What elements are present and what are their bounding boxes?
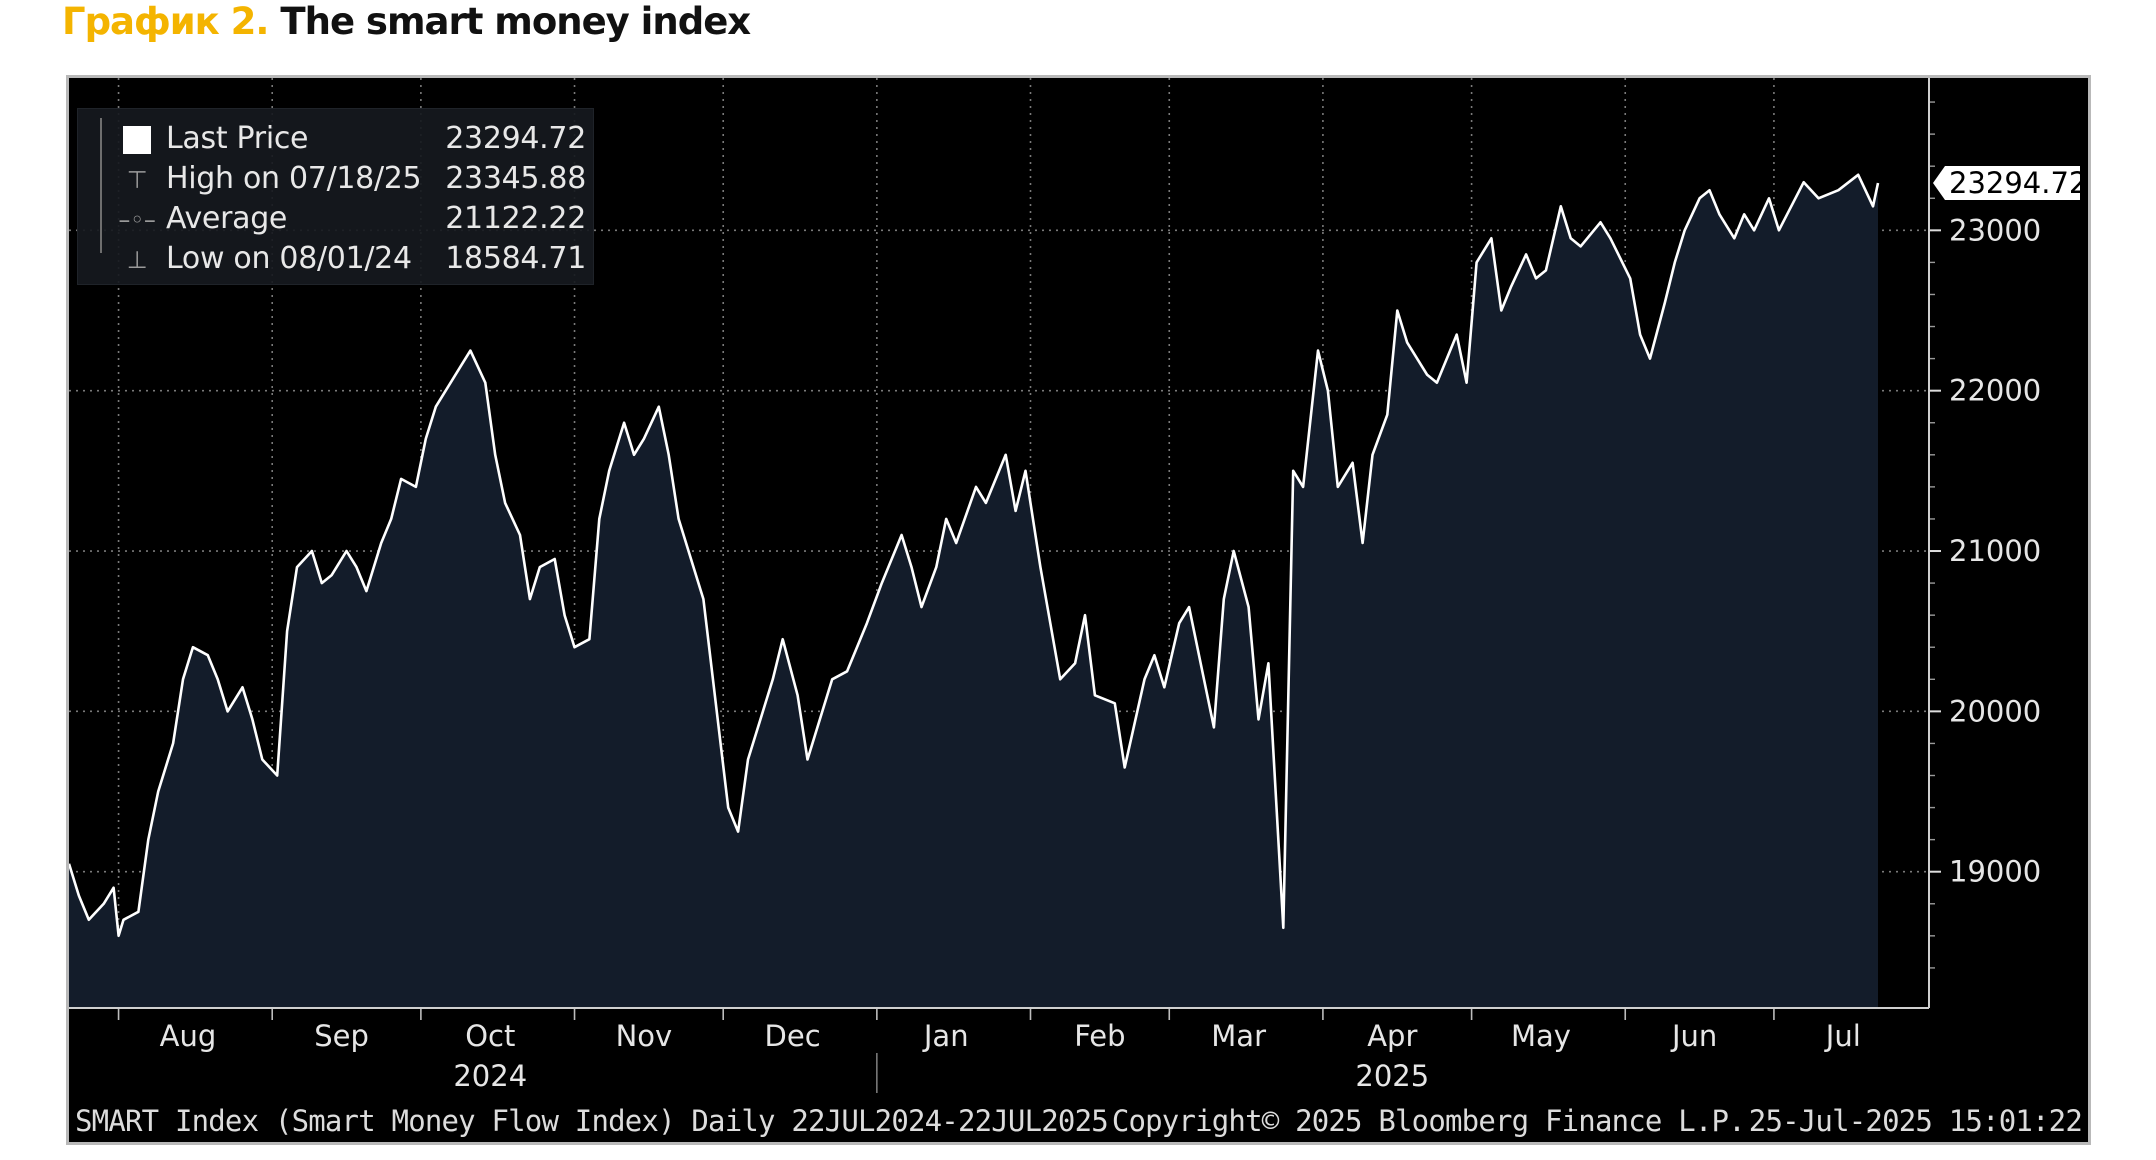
last-price-tag: 23294.72	[1933, 166, 2087, 201]
footer-series-info: SMART Index (Smart Money Flow Index) Dai…	[75, 1104, 1109, 1138]
chart-svg: 19000 20000 21000 22000 23000 Aug Sep Oct Nov Dec…	[69, 78, 2088, 1142]
x-month-label: Jul	[1824, 1019, 1861, 1053]
legend-value: 18584.71	[445, 241, 586, 276]
x-month-label: Aug	[160, 1019, 217, 1053]
legend-label: Last Price	[166, 121, 309, 156]
footer-copyright: Copyright© 2025 Bloomberg Finance L.P.	[1111, 1104, 1746, 1138]
y-tick-label: 22000	[1949, 374, 2041, 408]
legend-tree-line	[100, 118, 118, 253]
average-marker-icon: –◦–	[118, 206, 156, 234]
last-price-tag-background	[1933, 166, 2080, 201]
x-year-label: 2024	[453, 1059, 527, 1093]
legend-value: 23294.72	[445, 121, 586, 156]
x-month-label: Nov	[616, 1019, 673, 1053]
x-year-label: 2025	[1355, 1059, 1429, 1093]
high-marker-icon: ⊤	[126, 166, 148, 194]
last-price-tag-label: 23294.72	[1949, 166, 2087, 200]
y-tick-label: 19000	[1949, 855, 2041, 889]
page-title: График 2. The smart money index	[62, 0, 751, 48]
legend-value: 21122.22	[445, 201, 586, 236]
price-line	[69, 173, 1880, 938]
chart-footer: SMART Index (Smart Money Flow Index) Dai…	[75, 1102, 2083, 1140]
x-month-label: Dec	[765, 1019, 821, 1053]
legend-row-average: –◦– Average 21122.22	[78, 199, 593, 239]
x-month-label: Feb	[1074, 1019, 1125, 1053]
bloomberg-chart-panel: 19000 20000 21000 22000 23000 Aug Sep Oct Nov Dec…	[66, 75, 2091, 1145]
legend-row-high: ⊤ High on 07/18/25 23345.88	[78, 159, 593, 199]
legend-value: 23345.88	[445, 161, 586, 196]
x-month-label: May	[1511, 1019, 1571, 1053]
x-month-label: Apr	[1367, 1019, 1417, 1053]
chart-title: The smart money index	[280, 0, 751, 43]
x-month-label: Jan	[922, 1019, 969, 1053]
y-tick-label: 23000	[1949, 213, 2041, 247]
legend-label: Low on 08/01/24	[166, 241, 412, 276]
legend-box: Last Price 23294.72 ⊤ High on 07/18/25 2…	[77, 108, 594, 285]
x-month-label: Jun	[1670, 1019, 1717, 1053]
low-marker-icon: ⊥	[126, 246, 148, 274]
y-tick-label: 20000	[1949, 694, 2041, 728]
legend-label: Average	[166, 201, 288, 236]
footer-timestamp: 25-Jul-2025 15:01:22	[1748, 1104, 2083, 1138]
legend-row-low: ⊥ Low on 08/01/24 18584.71	[78, 239, 593, 279]
x-month-label: Mar	[1211, 1019, 1266, 1053]
x-month-label: Oct	[465, 1019, 515, 1053]
white-square-icon	[122, 125, 152, 155]
y-tick-label: 21000	[1949, 534, 2041, 568]
x-month-label: Sep	[314, 1019, 369, 1053]
legend-label: High on 07/18/25	[166, 161, 422, 196]
price-area-fill	[69, 174, 1878, 1009]
legend-row-last-price: Last Price 23294.72	[78, 119, 593, 159]
figure-number: График 2.	[62, 0, 269, 43]
